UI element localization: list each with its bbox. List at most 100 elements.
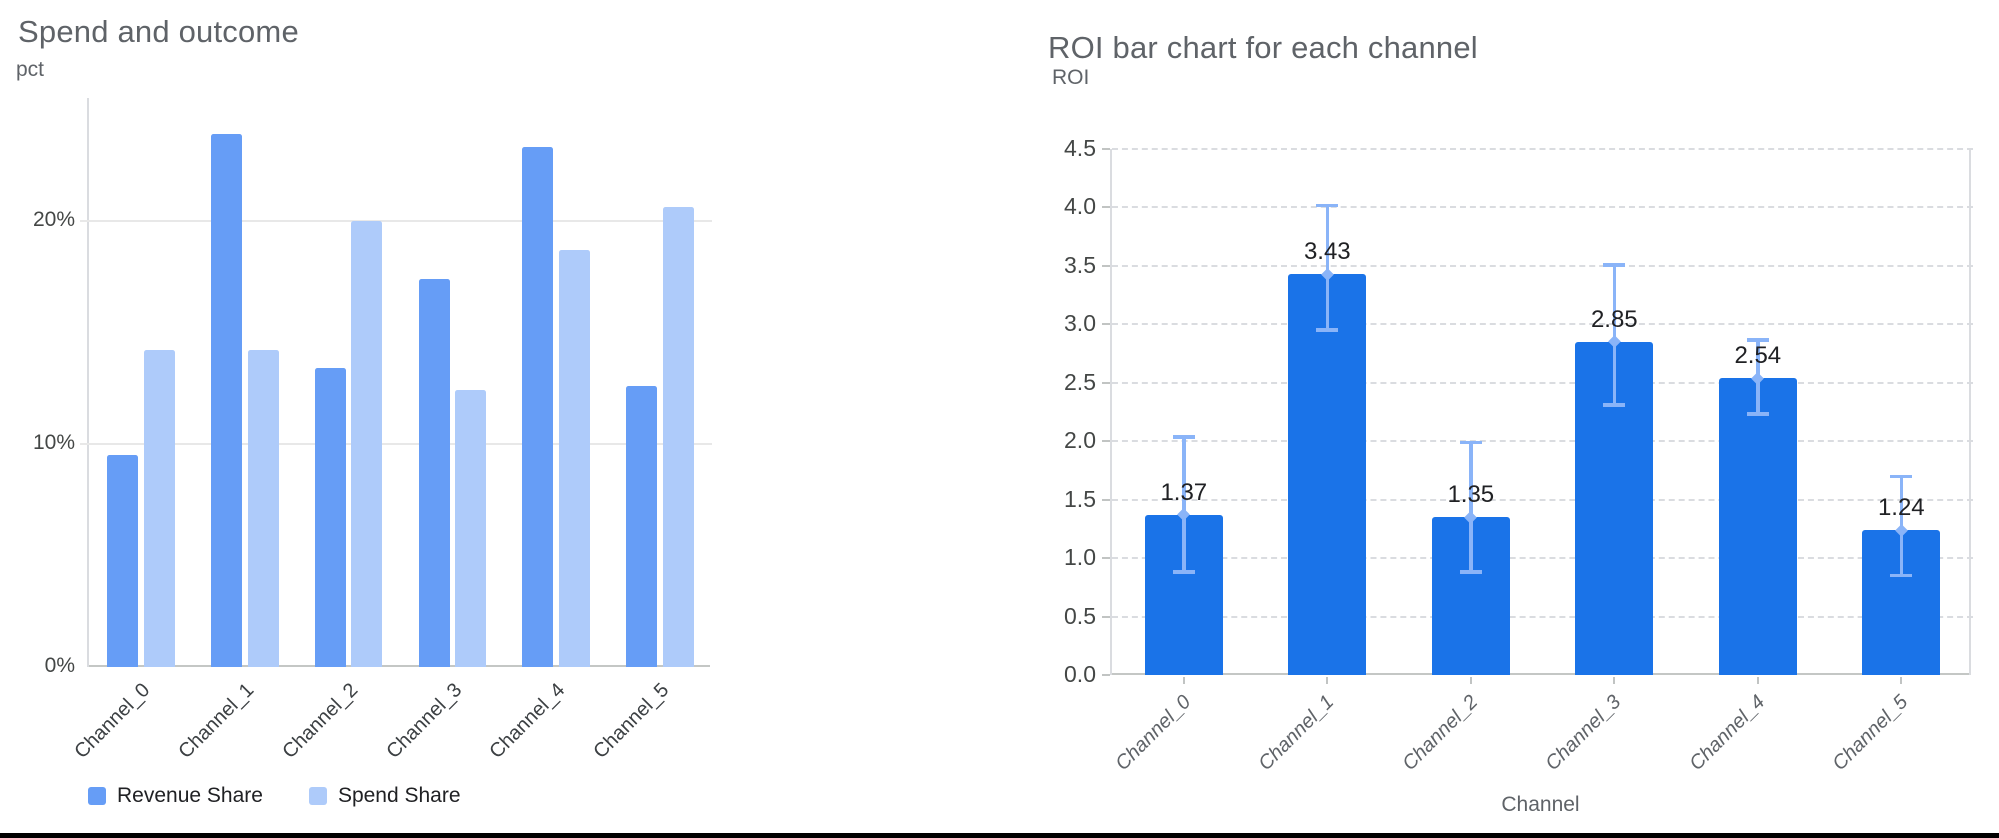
right-y-tick-mark-0-0 bbox=[1102, 674, 1110, 676]
right-gridline-2-0 bbox=[1112, 440, 1973, 443]
right-x-tick-channel-4: Channel_4 bbox=[1685, 691, 1770, 775]
right-chart-title: ROI bar chart for each channel bbox=[1048, 30, 1478, 65]
right-y-tick-1-0: 1.0 bbox=[1064, 544, 1096, 571]
bar-value-label-channel-2: 1.35 bbox=[1447, 481, 1495, 509]
error-bar-line-channel-0 bbox=[1182, 436, 1186, 573]
left-gridline-20pct bbox=[80, 219, 712, 222]
bar-value-label-channel-5: 1.24 bbox=[1877, 494, 1925, 522]
right-y-tick-mark-2-5 bbox=[1102, 381, 1110, 384]
left-y-tick-0pct: 0% bbox=[44, 654, 75, 677]
left-x-axis-line bbox=[89, 665, 710, 667]
error-bar-line-channel-3 bbox=[1612, 264, 1616, 405]
bar-revenue-share-channel-2[interactable] bbox=[314, 368, 346, 667]
error-bar-cap-bottom-channel-4 bbox=[1746, 412, 1769, 416]
right-gridline-3-5 bbox=[1112, 264, 1973, 267]
left-x-tick-channel-1: Channel_1 bbox=[174, 679, 259, 763]
left-x-tick-channel-4: Channel_4 bbox=[485, 679, 570, 763]
error-bar-cap-bottom-channel-0 bbox=[1172, 570, 1195, 574]
right-y-tick-mark-4-0 bbox=[1102, 206, 1110, 209]
right-x-axis-title: Channel bbox=[1501, 793, 1580, 816]
bar-spend-share-channel-1[interactable] bbox=[247, 350, 279, 667]
right-x-tick-mark-channel-1 bbox=[1326, 677, 1329, 684]
bar-roi-channel-4[interactable] bbox=[1718, 378, 1797, 675]
right-y-axis-unit: ROI bbox=[1052, 66, 1090, 89]
right-x-tick-mark-channel-0 bbox=[1182, 677, 1185, 684]
right-x-tick-mark-channel-3 bbox=[1613, 677, 1616, 684]
right-y-tick-2-5: 2.5 bbox=[1064, 368, 1096, 395]
right-gridline-4-5 bbox=[1112, 148, 1973, 150]
error-bar-cap-bottom-channel-3 bbox=[1603, 403, 1626, 407]
right-gridline-1-5 bbox=[1112, 498, 1973, 501]
left-x-tick-channel-0: Channel_0 bbox=[70, 679, 155, 763]
right-x-tick-channel-5: Channel_5 bbox=[1828, 691, 1913, 775]
legend-item-spend-share[interactable]: Spend Share bbox=[308, 784, 461, 808]
right-gridline-2-5 bbox=[1112, 381, 1973, 384]
right-y-tick-mark-3-5 bbox=[1102, 264, 1110, 267]
right-y-tick-3-0: 3.0 bbox=[1064, 310, 1096, 337]
error-bar-cap-top-channel-3 bbox=[1603, 263, 1626, 267]
right-y-tick-2-0: 2.0 bbox=[1064, 427, 1096, 454]
legend-item-revenue-share[interactable]: Revenue Share bbox=[88, 784, 263, 808]
right-x-axis-line bbox=[1112, 673, 1969, 675]
bar-spend-share-channel-2[interactable] bbox=[351, 220, 383, 667]
bar-spend-share-channel-3[interactable] bbox=[455, 390, 487, 667]
revenue-share-swatch bbox=[88, 787, 106, 805]
bar-spend-share-channel-0[interactable] bbox=[143, 350, 175, 667]
left-plot-area: 0% 10% 20% Channel_0 Channel_1 Channel_2 Chann… bbox=[33, 98, 712, 763]
spend-share-swatch bbox=[308, 787, 327, 805]
spend-share-legend-label: Spend Share bbox=[337, 784, 461, 807]
left-x-tick-channel-5: Channel_5 bbox=[589, 679, 674, 763]
left-gridline-10pct bbox=[80, 442, 712, 445]
right-x-tick-channel-0: Channel_0 bbox=[1111, 691, 1196, 775]
error-bar-cap-top-channel-1 bbox=[1316, 203, 1339, 208]
left-y-axis-unit: pct bbox=[16, 58, 45, 81]
error-bar-cap-top-channel-0 bbox=[1172, 435, 1195, 439]
bar-revenue-share-channel-0[interactable] bbox=[107, 455, 138, 667]
error-bar-cap-top-channel-2 bbox=[1459, 440, 1482, 445]
left-y-tick-10pct: 10% bbox=[32, 430, 75, 454]
bar-revenue-share-channel-4[interactable] bbox=[522, 147, 554, 667]
right-x-tick-channel-1: Channel_1 bbox=[1254, 691, 1339, 775]
right-x-tick-channel-3: Channel_3 bbox=[1541, 691, 1626, 775]
bar-revenue-share-channel-1[interactable] bbox=[210, 133, 242, 667]
right-y-tick-mark-4-5 bbox=[1102, 148, 1110, 150]
window-bottom-edge bbox=[0, 833, 1999, 838]
right-y-tick-mark-3-0 bbox=[1102, 323, 1110, 326]
bar-value-label-channel-4: 2.54 bbox=[1734, 342, 1782, 370]
right-y-tick-4-0: 4.0 bbox=[1064, 193, 1096, 220]
right-y-tick-mark-2-0 bbox=[1102, 440, 1110, 443]
right-gridline-1-0 bbox=[1112, 557, 1973, 560]
error-bar-cap-bottom-channel-1 bbox=[1316, 328, 1339, 332]
bar-revenue-share-channel-5[interactable] bbox=[626, 385, 658, 667]
right-y-tick-0-5: 0.5 bbox=[1064, 602, 1096, 629]
left-y-tick-20pct: 20% bbox=[32, 207, 75, 231]
error-bar-cap-top-channel-4 bbox=[1746, 338, 1769, 342]
error-bar-line-channel-2 bbox=[1469, 442, 1473, 573]
bar-value-label-channel-1: 3.43 bbox=[1303, 238, 1351, 266]
error-bar-cap-top-channel-5 bbox=[1890, 474, 1913, 479]
error-bar-line-channel-1 bbox=[1325, 205, 1329, 331]
right-y-tick-0-0: 0.0 bbox=[1064, 661, 1096, 687]
left-x-tick-channel-3: Channel_3 bbox=[381, 679, 466, 763]
right-x-tick-channel-2: Channel_2 bbox=[1398, 691, 1483, 775]
bar-value-label-channel-3: 2.85 bbox=[1590, 305, 1638, 333]
left-chart-title: Spend and outcome bbox=[18, 14, 299, 49]
error-bar-cap-bottom-channel-5 bbox=[1890, 573, 1913, 578]
right-x-tick-mark-channel-5 bbox=[1900, 677, 1903, 684]
right-x-tick-mark-channel-2 bbox=[1469, 677, 1472, 684]
right-y-tick-4-5: 4.5 bbox=[1064, 135, 1096, 161]
right-x-tick-mark-channel-4 bbox=[1756, 677, 1759, 684]
left-x-tick-channel-2: Channel_2 bbox=[278, 679, 363, 763]
right-y-tick-mark-1-5 bbox=[1102, 498, 1110, 501]
bar-spend-share-channel-5[interactable] bbox=[662, 207, 694, 667]
right-y-tick-3-5: 3.5 bbox=[1064, 251, 1096, 278]
left-chart-legend: Revenue Share Spend Share bbox=[88, 784, 461, 808]
right-gridline-3-0 bbox=[1112, 323, 1973, 326]
error-bar-cap-bottom-channel-2 bbox=[1459, 570, 1482, 574]
bar-roi-channel-1[interactable] bbox=[1288, 274, 1367, 675]
right-y-tick-mark-1-0 bbox=[1102, 557, 1110, 560]
bar-spend-share-channel-4[interactable] bbox=[559, 249, 590, 667]
revenue-share-legend-label: Revenue Share bbox=[117, 784, 263, 807]
bar-revenue-share-channel-3[interactable] bbox=[418, 278, 450, 667]
right-gridline-4-0 bbox=[1112, 206, 1973, 209]
